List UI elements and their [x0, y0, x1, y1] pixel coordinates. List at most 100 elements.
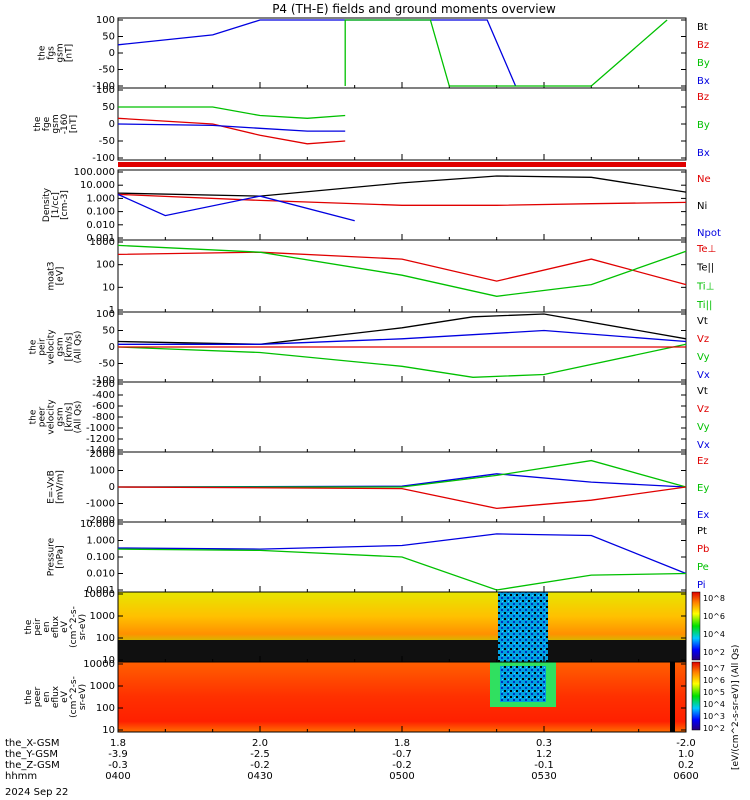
y-tick-label: 1000	[90, 611, 115, 622]
figure-title: P4 (TH-E) fields and ground moments over…	[272, 2, 556, 16]
legend-entry: Vz	[697, 404, 709, 415]
x-row-value: 0500	[389, 771, 414, 782]
y-tick-label: 0	[109, 119, 115, 130]
x-row-name: the_X-GSM	[5, 738, 59, 749]
y-tick-label: 10000	[83, 659, 115, 670]
series-line-bx	[117, 19, 517, 87]
y-axis-label: [eV]	[56, 267, 66, 286]
y-tick-label: -50	[99, 136, 115, 147]
legend-entry: Bt	[697, 22, 708, 33]
legend-entry: Pb	[697, 544, 709, 555]
y-axis-label: peer	[33, 686, 43, 707]
legend-entry: Vt	[697, 386, 708, 397]
y-tick-label: 2000	[90, 449, 115, 460]
y-axis-label: E=-VxB	[47, 470, 57, 504]
legend-entry: Vz	[697, 334, 709, 345]
x-row-value: 0530	[531, 771, 556, 782]
y-axis-label: peer	[38, 406, 48, 427]
legend-entry: Bz	[697, 92, 709, 103]
x-row-value: 0600	[673, 771, 698, 782]
x-row-value: 1.8	[110, 738, 126, 749]
y-axis-label: (cm^2-s-	[69, 676, 79, 718]
series-line-pe	[117, 548, 687, 591]
series-line-vx	[118, 329, 687, 345]
series-line-bx	[117, 123, 346, 132]
y-tick-label: 1000	[90, 681, 115, 692]
y-axis-label: moat3	[47, 261, 57, 290]
x-row-value: -0.2	[250, 760, 270, 771]
y-tick-label: -50	[99, 65, 115, 76]
colorbar-tick: 10^4	[703, 630, 725, 639]
series-line-pi	[117, 533, 687, 575]
y-axis-label: gsm	[56, 43, 66, 62]
y-tick-label: -1200	[86, 434, 115, 445]
y-axis-label: sr-eV)	[78, 684, 88, 710]
y-tick-label: 10	[102, 655, 115, 666]
y-axis-label: eV	[60, 690, 70, 703]
y-tick-label: 100	[96, 309, 115, 320]
y-tick-label: 50	[102, 32, 115, 43]
y-tick-label: 1000	[90, 237, 115, 248]
panel-fgs: 100 50 0 -50 -100 the fgs gsm [nT] Bt Bz By Bx	[38, 15, 710, 92]
y-axis-label: [1/cc]	[51, 192, 61, 218]
y-axis-label: peir	[33, 618, 43, 636]
panel-frame	[117, 381, 687, 453]
legend-entry: Ne	[697, 174, 711, 185]
y-tick-label: 0	[109, 342, 115, 353]
y-axis-label: [nPa]	[56, 545, 66, 568]
y-tick-label: 0.100	[86, 207, 115, 218]
x-row-value: 1.2	[536, 749, 552, 760]
colorbar: 10^8 10^6 10^4 10^2 10^7 10^6 10^5 10^4 10^3 10^2…	[691, 591, 741, 770]
legend-entry: By	[697, 58, 710, 69]
x-row-value: 1.0	[678, 749, 694, 760]
y-tick-label: 10000	[83, 589, 115, 600]
y-tick-label: 50	[102, 102, 115, 113]
y-tick-label: -1400	[86, 445, 115, 456]
y-axis-label: Pressure	[47, 537, 57, 576]
y-axis-label: -160	[60, 114, 70, 135]
y-axis-label: [km/s]	[65, 333, 75, 362]
x-row-value: -0.7	[392, 749, 412, 760]
y-tick-label: 10	[102, 725, 115, 736]
series-line-npot	[117, 193, 355, 222]
y-axis-label: en	[42, 621, 52, 632]
y-tick-label: 0.010	[86, 220, 115, 231]
y-tick-label: -100	[92, 81, 115, 92]
y-tick-label: 1	[109, 305, 115, 316]
x-row-value: -2.5	[250, 749, 270, 760]
y-axis-label: eflux	[51, 685, 61, 708]
x-row-value: 0.2	[678, 760, 694, 771]
y-axis-label: velocity	[47, 329, 57, 365]
series-lines	[117, 19, 687, 591]
x-row-value: -2.0	[676, 738, 696, 749]
peer-spectrogram	[118, 662, 686, 732]
colorbar-tick: 10^6	[703, 612, 725, 621]
y-tick-label: -600	[92, 401, 115, 412]
series-line-ex	[117, 473, 687, 488]
y-axis-label: fgs	[47, 46, 57, 60]
legend-entry: Te⊥	[696, 244, 716, 255]
y-tick-label: 10.000	[80, 180, 115, 191]
colorbar-tick: 10^8	[703, 594, 725, 603]
colorbar-tick: 10^4	[703, 700, 725, 709]
y-axis-label: [mV/m]	[56, 470, 66, 504]
x-axis-annotation: the_X-GSM 1.8 2.0 1.8 0.3 -2.0 the_Y-GSM -3.9 -2…	[5, 738, 699, 782]
series-line-ti	[117, 244, 687, 297]
x-row-value: 2.0	[252, 738, 268, 749]
y-axis-label: gsm	[56, 337, 66, 356]
legend-entry: Ex	[697, 510, 709, 521]
x-row-value: 1.8	[394, 738, 410, 749]
y-tick-label: -800	[92, 412, 115, 423]
y-tick-label: 100	[96, 15, 115, 26]
y-tick-label: 100.000	[74, 167, 115, 178]
y-tick-label: 0.001	[86, 585, 115, 596]
y-axis-label: [km/s]	[65, 403, 75, 432]
y-axis-label: gsm	[56, 407, 66, 426]
y-axis-label: Density	[42, 187, 52, 222]
panel-peer_spec: 10000 1000 100 10 the peer en eflux eV (cm^2-s-sr…	[24, 659, 687, 736]
legend-entry: Vy	[697, 352, 710, 363]
series-line-by	[344, 19, 668, 87]
legend-entry: Vx	[697, 440, 710, 451]
